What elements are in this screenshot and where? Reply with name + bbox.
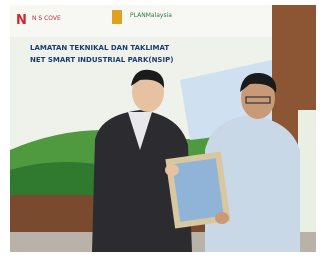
- banner-line-1: LAMATAN TEKNIKAL DAN TAKLIMAT: [30, 44, 169, 52]
- logo-text: N S COVE: [32, 15, 61, 22]
- gift-art: [172, 158, 224, 222]
- crest: [112, 10, 122, 24]
- standee: [298, 110, 316, 232]
- left-hand: [165, 164, 179, 176]
- logo-n: N: [16, 13, 27, 28]
- right-hand: [215, 212, 229, 224]
- partner-logo: PLANMalaysia: [130, 12, 172, 19]
- photo: N N S COVE PLANMalaysia LAMATAN TEKNIKAL…: [0, 0, 326, 262]
- banner-line-2: NET SMART INDUSTRIAL PARK(NSIP): [30, 56, 173, 64]
